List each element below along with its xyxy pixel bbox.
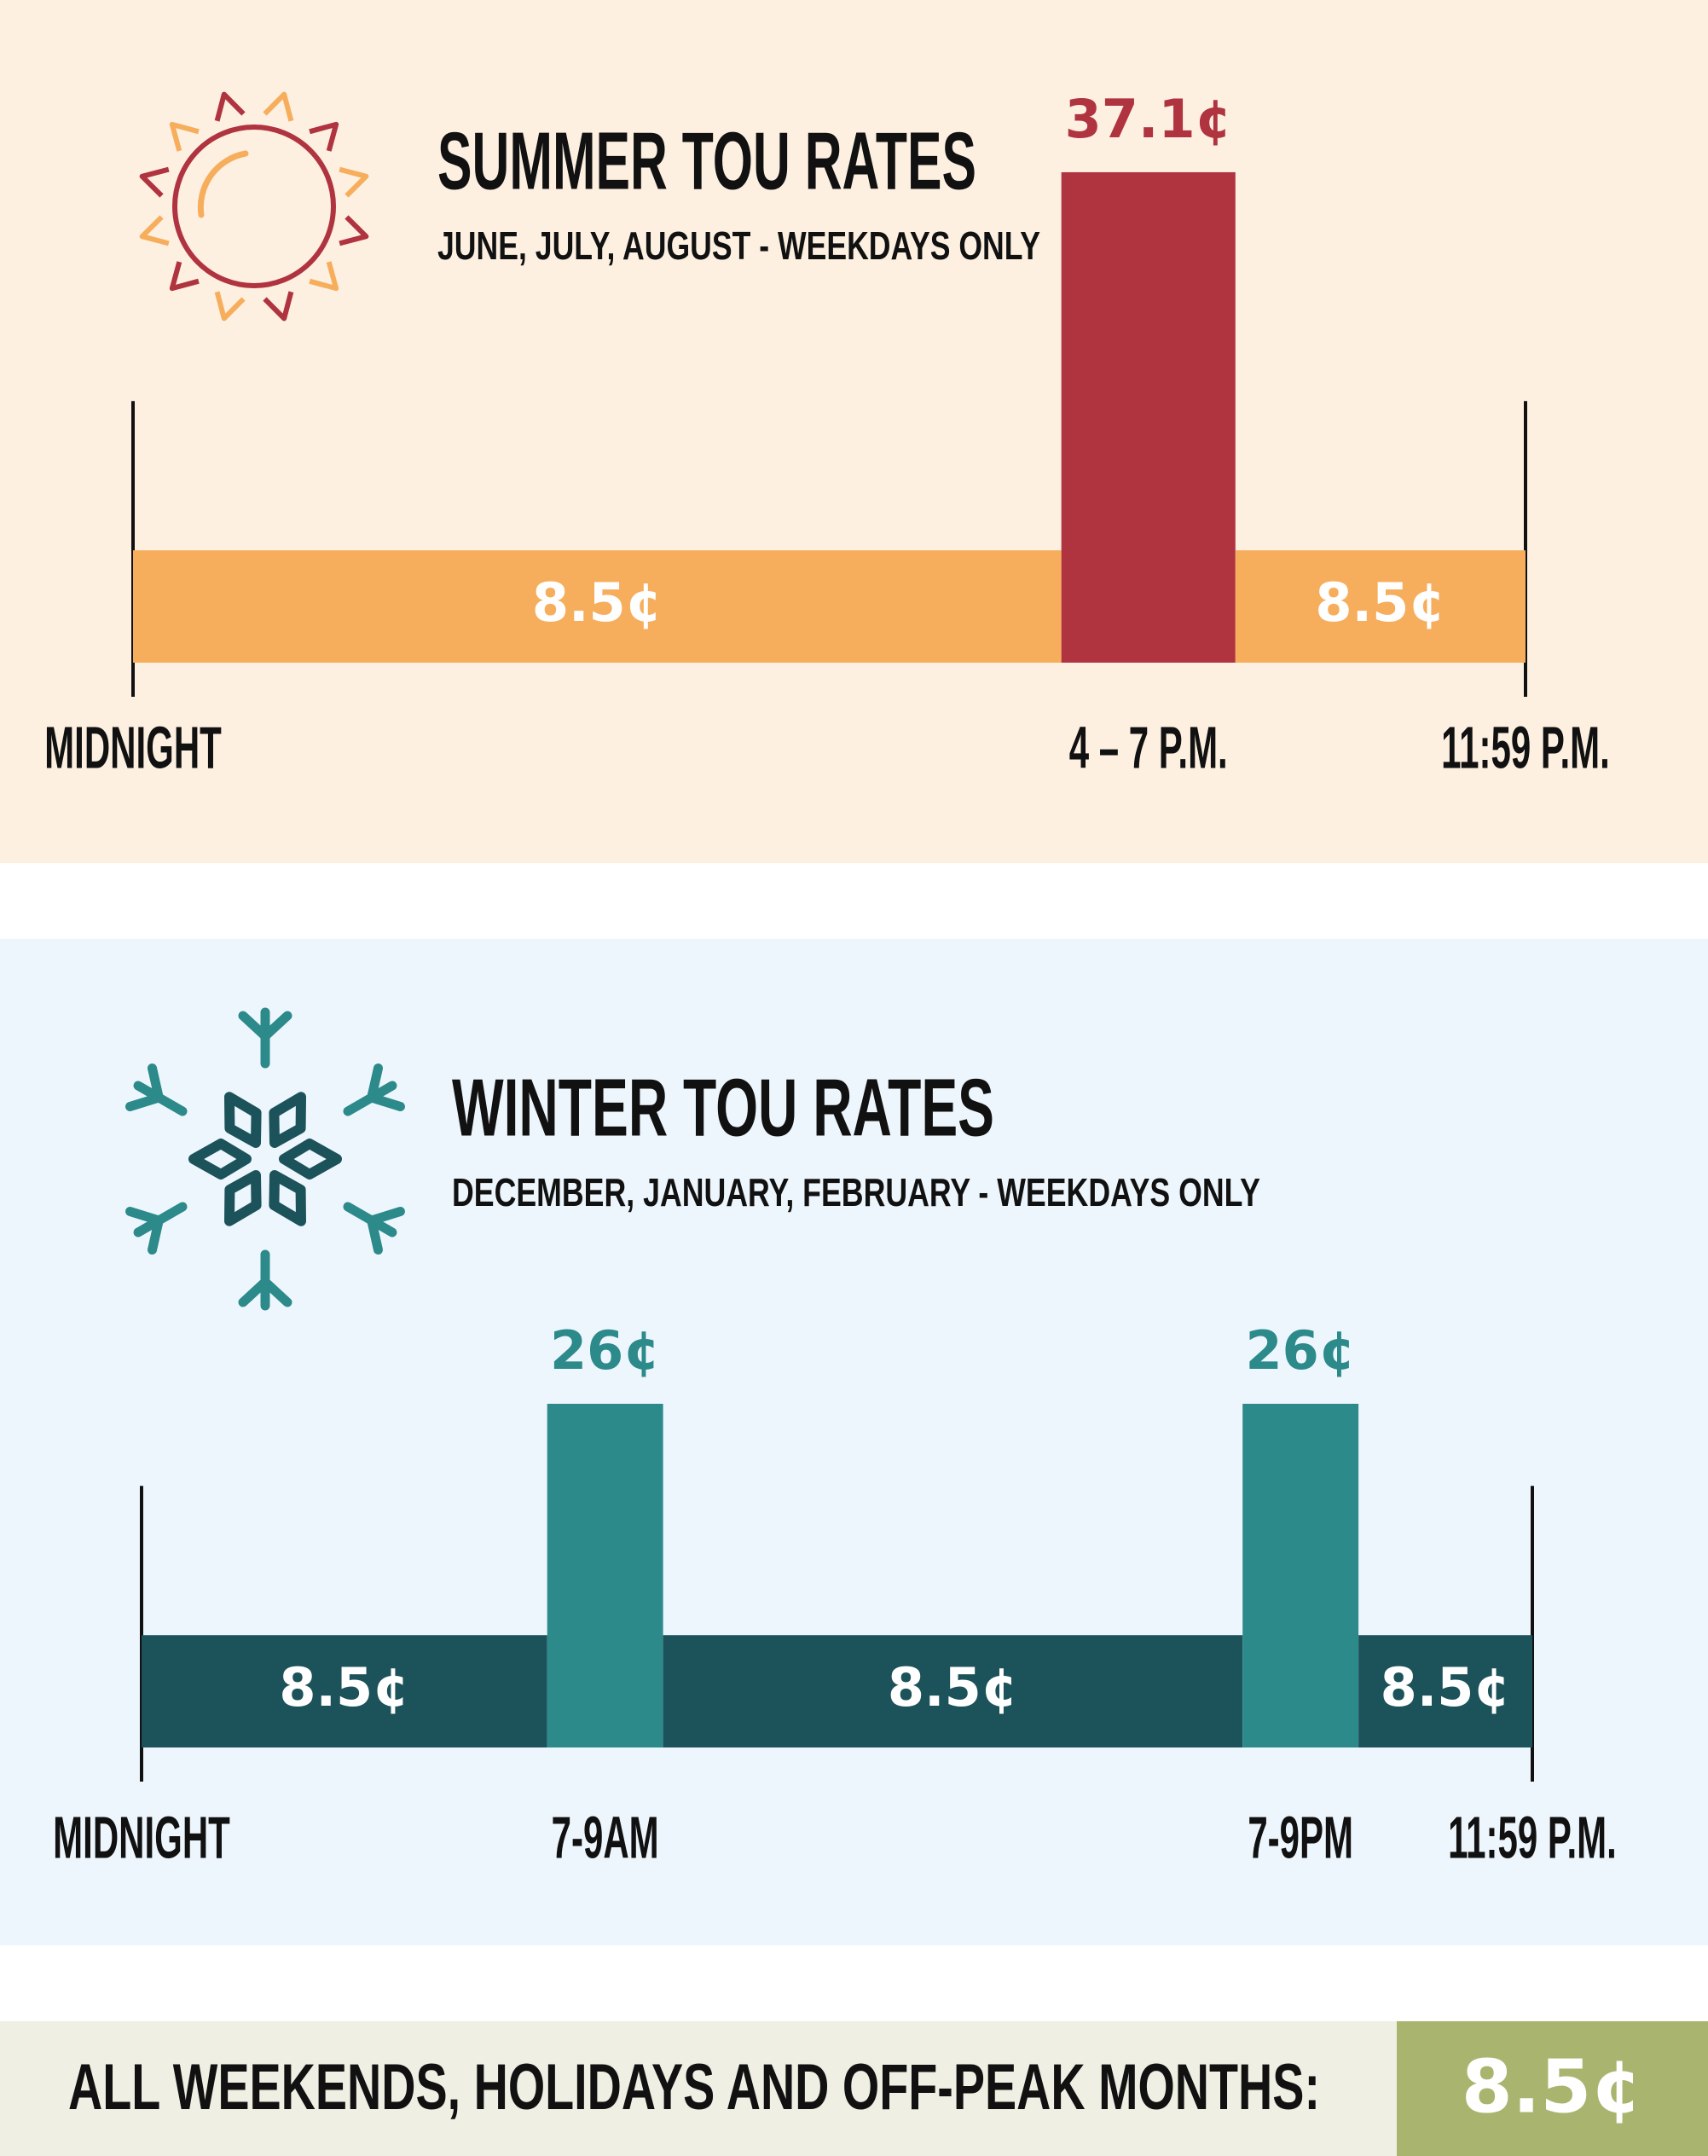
- arm-stem: [343, 1202, 405, 1255]
- arm-diamond: [224, 1170, 262, 1226]
- sun-ray: [214, 91, 246, 122]
- sun-ray: [309, 121, 339, 152]
- rate-bar: [1358, 1635, 1532, 1747]
- sun-ray: [339, 166, 369, 198]
- arm-diamond: [188, 1139, 252, 1179]
- arm-diamond: [269, 1170, 306, 1226]
- footer-rate-box: [1397, 2021, 1708, 2156]
- sun-ray: [139, 166, 170, 198]
- rate-label: 8.5¢: [279, 1656, 409, 1718]
- chart-title: SUMMER TOU RATES: [437, 115, 976, 206]
- arm-stem: [238, 1249, 292, 1311]
- sun-disc: [172, 125, 336, 288]
- sun-ray: [309, 261, 339, 292]
- snowflake-arm: [125, 1063, 262, 1148]
- rate-bar: [142, 1635, 547, 1747]
- sun-ray: [169, 261, 200, 292]
- sun-ray: [214, 291, 246, 322]
- sun-shine: [197, 150, 249, 218]
- sun-ray: [139, 215, 170, 246]
- arm-diamond: [269, 1092, 306, 1148]
- chart-title: WINTER TOU RATES: [452, 1062, 994, 1153]
- rate-label: 8.5¢: [888, 1656, 1018, 1718]
- summer-panel: [0, 0, 1708, 863]
- snowflake-arm: [269, 1170, 405, 1255]
- arm-stem: [125, 1202, 188, 1255]
- sun-icon: [139, 91, 369, 322]
- arm-stem: [238, 1007, 292, 1069]
- sun-ray: [339, 215, 369, 246]
- x-tick-label: 11:59 P.M.: [1448, 1804, 1617, 1870]
- arm-stem: [343, 1063, 405, 1116]
- rate-label: 37.1¢: [1065, 88, 1232, 150]
- rate-bar: [663, 1635, 1243, 1747]
- snowflake-arm: [224, 1170, 292, 1311]
- rate-bar: [1061, 171, 1236, 663]
- rate-label: 26¢: [1245, 1319, 1355, 1382]
- x-tick-label: 7-9PM: [1248, 1804, 1353, 1870]
- rate-label: 8.5¢: [532, 571, 663, 634]
- snowflake-icon: [125, 1007, 405, 1311]
- rate-bar: [133, 550, 1062, 663]
- rate-label: 8.5¢: [1315, 571, 1445, 634]
- x-tick-label: 7-9AM: [552, 1804, 659, 1870]
- chart-subtitle: DECEMBER, JANUARY, FEBRUARY - WEEKDAYS O…: [452, 1170, 1260, 1214]
- x-tick-label: MIDNIGHT: [44, 714, 222, 780]
- x-tick-label: 4 – 7 P.M.: [1069, 714, 1228, 780]
- x-tick-label: MIDNIGHT: [53, 1804, 230, 1870]
- arm-diamond: [224, 1092, 262, 1148]
- rate-bar: [1235, 550, 1526, 663]
- x-tick-label: 11:59 P.M.: [1441, 714, 1610, 780]
- footer-text: ALL WEEKENDS, HOLIDAYS AND OFF-PEAK MONT…: [68, 2051, 1320, 2124]
- footer-rate: 8.5¢: [1462, 2044, 1642, 2130]
- rate-bar: [1242, 1404, 1359, 1747]
- sun-ray: [263, 291, 294, 322]
- arm-diamond: [279, 1139, 342, 1179]
- chart-subtitle: JUNE, JULY, AUGUST - WEEKDAYS ONLY: [437, 223, 1040, 268]
- snowflake-arm: [125, 1139, 252, 1255]
- sun-ray: [169, 121, 200, 152]
- rate-label: 8.5¢: [1381, 1656, 1511, 1718]
- rate-bar: [547, 1404, 663, 1747]
- sun-ray: [263, 91, 294, 122]
- footer-panel: [0, 2021, 1397, 2156]
- snowflake-arm: [238, 1007, 306, 1148]
- arm-stem: [125, 1063, 188, 1116]
- snowflake-arm: [279, 1063, 405, 1179]
- rate-label: 26¢: [550, 1319, 660, 1382]
